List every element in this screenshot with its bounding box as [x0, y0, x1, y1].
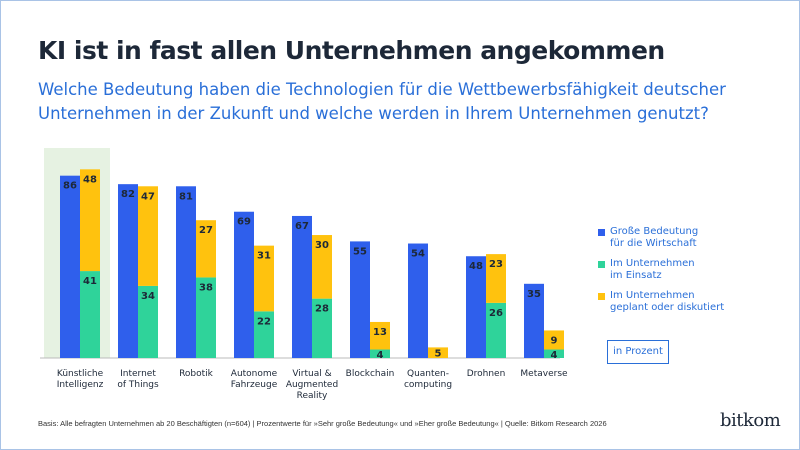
legend-label: Große Bedeutung: [610, 226, 699, 237]
data-label-importance: 81: [179, 191, 193, 202]
bar-7-planned: [486, 254, 506, 303]
bar-2-in-use: [196, 277, 216, 358]
chart-title: KI ist in fast allen Unternehmen angekom…: [38, 36, 665, 65]
category-label: Virtual &: [292, 369, 331, 379]
category-label: Metaverse: [520, 369, 568, 379]
data-label-planned: 9: [551, 335, 558, 346]
data-label-importance: 82: [121, 189, 135, 200]
data-label-planned: 48: [83, 174, 97, 185]
category-label: Fahrzeuge: [231, 380, 278, 390]
data-label-in-use: 4: [551, 350, 558, 361]
category-label: Intelligenz: [57, 380, 104, 390]
data-label-in-use: 28: [315, 304, 329, 315]
data-label-planned: 27: [199, 225, 213, 236]
data-label-planned: 47: [141, 191, 155, 202]
data-label-planned: 30: [315, 240, 329, 251]
data-label-in-use: 22: [257, 316, 271, 327]
legend-label: Im Unternehmen: [610, 258, 695, 269]
bar-1-in-use: [138, 285, 158, 358]
bar-2-importance: [176, 186, 196, 358]
data-label-in-use: 34: [141, 291, 155, 302]
data-label-importance: 48: [469, 261, 483, 272]
bar-4-planned: [312, 235, 332, 299]
data-label-in-use: 41: [83, 276, 97, 287]
bar-5-planned: [370, 321, 390, 350]
legend-swatch: [598, 261, 605, 268]
bar-7-importance: [466, 256, 486, 358]
category-label: Augmented: [286, 380, 338, 390]
legend-label: Im Unternehmen: [610, 290, 695, 301]
data-label-importance: 86: [63, 181, 77, 192]
data-label-in-use: 4: [377, 350, 384, 361]
category-label: Reality: [297, 391, 328, 401]
bar-4-importance: [292, 215, 312, 358]
category-label: Drohnen: [467, 369, 506, 379]
bar-7-in-use: [486, 302, 506, 358]
legend-item: Große Bedeutung für die Wirtschaft: [598, 226, 698, 250]
bar-4-in-use: [312, 298, 332, 358]
chart-subtitle: Welche Bedeutung haben die Technologien …: [38, 80, 726, 123]
legend-item: Im Unternehmen geplant oder diskutiert: [598, 290, 724, 314]
footnote: Basis: Alle befragten Unternehmen ab 20 …: [38, 419, 607, 428]
bar-2-planned: [196, 220, 216, 278]
category-label: Künstliche: [57, 369, 104, 379]
bar-1-planned: [138, 186, 158, 286]
category-label: Quanten-: [407, 369, 449, 379]
legend-swatch: [598, 229, 605, 236]
bar-1-importance: [118, 184, 138, 358]
legend-swatch: [598, 293, 605, 300]
bar-8-in-use: [544, 349, 564, 358]
bar-3-importance: [234, 211, 254, 358]
legend-label: für die Wirtschaft: [610, 238, 697, 249]
category-label: Autonome: [231, 369, 278, 379]
bar-3-planned: [254, 245, 274, 312]
bar-6-planned: [428, 347, 448, 358]
bar-0-planned: [80, 169, 100, 272]
data-label-planned: 13: [373, 327, 387, 338]
data-label-planned: 5: [435, 349, 442, 360]
data-label-in-use: 38: [199, 282, 213, 293]
bar-5-in-use: [370, 349, 390, 358]
data-label-importance: 35: [527, 289, 541, 300]
data-label-importance: 55: [353, 246, 367, 257]
bar-6-importance: [408, 243, 428, 358]
category-label: Internet: [120, 369, 156, 379]
legend-label: im Einsatz: [610, 270, 662, 281]
category-label: of Things: [117, 380, 159, 390]
unit-label: in Prozent: [607, 340, 669, 364]
bitkom-logo: bitkom: [720, 410, 781, 431]
bar-5-importance: [350, 241, 370, 358]
category-label: Blockchain: [346, 369, 395, 379]
data-label-importance: 54: [411, 249, 425, 260]
bar-0-in-use: [80, 271, 100, 358]
bar-8-planned: [544, 330, 564, 350]
category-label: Robotik: [179, 369, 214, 379]
legend-label: geplant oder diskutiert: [610, 302, 725, 313]
category-label: computing: [404, 380, 452, 390]
data-label-planned: 31: [257, 251, 271, 262]
data-label-in-use: 26: [489, 308, 503, 319]
data-label-importance: 67: [295, 221, 309, 232]
bar-0-importance: [60, 175, 80, 358]
bar-3-in-use: [254, 311, 274, 358]
data-label-planned: 23: [489, 259, 503, 270]
data-label-importance: 69: [237, 217, 251, 228]
bar-8-importance: [524, 283, 544, 358]
legend-item: Im Unternehmen im Einsatz: [598, 258, 695, 282]
